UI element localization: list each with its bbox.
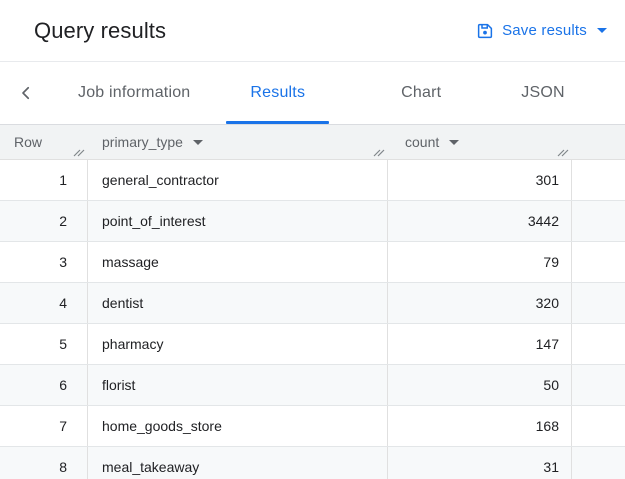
row-number-cell: 8 xyxy=(0,447,88,479)
filler-cell xyxy=(572,242,625,282)
primary-type-cell: general_contractor xyxy=(88,160,388,200)
column-resize-handle-icon[interactable] xyxy=(373,145,385,157)
save-results-button[interactable]: Save results xyxy=(472,16,611,46)
table-body: 1 general_contractor 301 2 point_of_inte… xyxy=(0,160,625,479)
save-results-label: Save results xyxy=(502,22,587,39)
primary-type-cell: point_of_interest xyxy=(88,201,388,241)
table-row: 3 massage 79 xyxy=(0,242,625,283)
table-row: 8 meal_takeaway 31 xyxy=(0,447,625,479)
table-row: 7 home_goods_store 168 xyxy=(0,406,625,447)
row-number-cell: 3 xyxy=(0,242,88,282)
table-row: 5 pharmacy 147 xyxy=(0,324,625,365)
primary-type-cell: dentist xyxy=(88,283,388,323)
column-header-primary-type[interactable]: primary_type xyxy=(88,125,388,159)
tab-json[interactable]: JSON xyxy=(521,84,565,101)
row-number-cell: 1 xyxy=(0,160,88,200)
table-row: 4 dentist 320 xyxy=(0,283,625,324)
row-number-cell: 4 xyxy=(0,283,88,323)
filler-cell xyxy=(572,324,625,364)
chevron-left-icon xyxy=(22,86,30,100)
tab-results[interactable]: Results xyxy=(226,62,329,124)
column-header-count[interactable]: count xyxy=(388,125,572,159)
count-cell: 320 xyxy=(388,283,572,323)
filler-cell xyxy=(572,406,625,446)
save-dropdown-caret-icon xyxy=(597,28,607,33)
count-cell: 301 xyxy=(388,160,572,200)
primary-type-cell: meal_takeaway xyxy=(88,447,388,479)
primary-type-cell: florist xyxy=(88,365,388,405)
filler-cell xyxy=(572,283,625,323)
sort-caret-down-icon[interactable] xyxy=(192,139,203,145)
tab-job-information[interactable]: Job information xyxy=(78,84,191,101)
row-number-cell: 5 xyxy=(0,324,88,364)
count-cell: 79 xyxy=(388,242,572,282)
count-cell: 168 xyxy=(388,406,572,446)
primary-type-cell: home_goods_store xyxy=(88,406,388,446)
page-title: Query results xyxy=(34,17,167,43)
row-number-cell: 6 xyxy=(0,365,88,405)
column-header-filler xyxy=(572,125,625,159)
results-table: Row primary_type count xyxy=(0,125,625,479)
tab-bar: Job information Results Chart JSON xyxy=(0,62,625,125)
filler-cell xyxy=(572,201,625,241)
count-cell: 3442 xyxy=(388,201,572,241)
column-header-row: Row xyxy=(0,125,88,159)
primary-type-cell: pharmacy xyxy=(88,324,388,364)
table-row: 6 florist 50 xyxy=(0,365,625,406)
filler-cell xyxy=(572,160,625,200)
sort-caret-down-icon[interactable] xyxy=(449,139,460,145)
save-icon xyxy=(477,23,493,38)
table-header-row: Row primary_type count xyxy=(0,125,625,160)
column-resize-handle-icon[interactable] xyxy=(73,145,85,157)
panel-header: Query results Save results xyxy=(0,0,625,62)
column-label: Row xyxy=(14,134,43,150)
back-button[interactable] xyxy=(14,81,38,105)
filler-cell xyxy=(572,447,625,479)
tab-chart[interactable]: Chart xyxy=(401,84,442,101)
table-row: 1 general_contractor 301 xyxy=(0,160,625,201)
row-number-cell: 2 xyxy=(0,201,88,241)
filler-cell xyxy=(572,365,625,405)
primary-type-cell: massage xyxy=(88,242,388,282)
count-cell: 50 xyxy=(388,365,572,405)
column-label: count xyxy=(405,134,440,150)
count-cell: 31 xyxy=(388,447,572,479)
table-row: 2 point_of_interest 3442 xyxy=(0,201,625,242)
count-cell: 147 xyxy=(388,324,572,364)
column-resize-handle-icon[interactable] xyxy=(557,145,569,157)
row-number-cell: 7 xyxy=(0,406,88,446)
column-label: primary_type xyxy=(102,134,183,150)
